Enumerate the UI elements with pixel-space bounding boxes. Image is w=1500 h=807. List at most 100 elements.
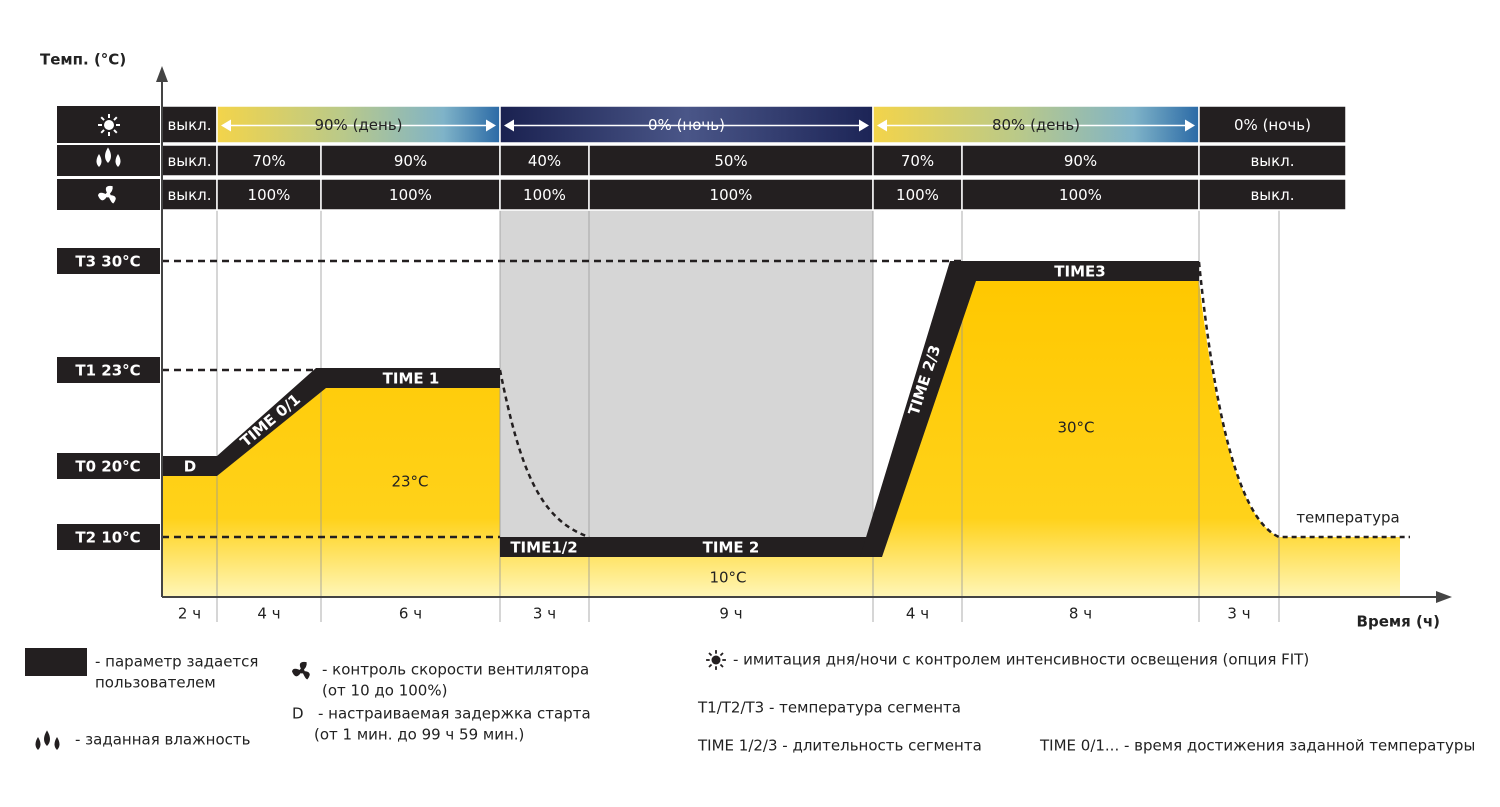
curve-label: температура — [1296, 509, 1399, 527]
table-value: выкл. — [1250, 152, 1294, 170]
table-value: 100% — [710, 186, 753, 204]
y-axis-label: Темп. (°C) — [40, 51, 126, 69]
table-cell — [320, 144, 501, 177]
table-cell — [499, 178, 590, 211]
table-value: выкл. — [167, 116, 211, 134]
ramp-band — [217, 368, 500, 476]
table-cell — [320, 178, 501, 211]
table-value: 100% — [523, 186, 566, 204]
table-value: 90% — [1064, 152, 1097, 170]
y-axis-arrow — [156, 66, 168, 82]
level-box — [57, 357, 160, 383]
table-value: выкл. — [167, 152, 211, 170]
duration-label: 9 ч — [719, 605, 742, 623]
level-box — [57, 524, 160, 550]
legend-text: - параметр задается — [95, 653, 258, 671]
legend-text: - заданная влажность — [75, 731, 250, 749]
fan-icon — [292, 668, 302, 677]
legend-text: TIME 0/1... - время достижения заданной … — [1039, 737, 1475, 755]
cooling-curve — [1197, 261, 1410, 539]
table-value: 100% — [248, 186, 291, 204]
sun-ray — [113, 116, 118, 121]
table-cell — [161, 178, 218, 211]
table-value: 90% — [394, 152, 427, 170]
table-value: 0% (ночь) — [1234, 116, 1311, 134]
level-label: T3 30°C — [75, 253, 140, 271]
table-value: 100% — [389, 186, 432, 204]
table-cell — [872, 178, 963, 211]
level-label: T0 20°C — [75, 458, 140, 476]
level-box — [57, 453, 160, 479]
duration-label: 3 ч — [533, 605, 556, 623]
drop-icon — [54, 737, 60, 750]
ramp-band — [860, 261, 1199, 557]
level-box — [57, 248, 160, 274]
table-cell — [499, 105, 874, 144]
table-value: 100% — [896, 186, 939, 204]
delay-band — [162, 456, 217, 476]
level-label: T1 23°C — [75, 362, 140, 380]
sun-ray — [100, 116, 105, 121]
table-value: выкл. — [167, 186, 211, 204]
sun-ray — [708, 652, 713, 657]
x-axis-arrow — [1436, 591, 1452, 603]
duration-label: 3 ч — [1227, 605, 1250, 623]
fan-icon — [98, 192, 108, 201]
legend-text: T1/T2/T3 - температура сегмента — [697, 699, 961, 717]
legend-swatch — [25, 648, 87, 676]
table-cell — [216, 178, 322, 211]
table-cell — [161, 105, 218, 144]
sun-icon — [104, 120, 114, 130]
fan-hub — [105, 192, 111, 198]
night-zone — [500, 210, 873, 537]
duration-label: 8 ч — [1069, 605, 1092, 623]
table-value: 50% — [714, 152, 747, 170]
table-value: 70% — [901, 152, 934, 170]
legend-text: - имитация дня/ночи с контролем интенсив… — [733, 651, 1309, 669]
legend-text: (от 10 до 100%) — [322, 682, 447, 700]
table-cell — [1198, 105, 1347, 144]
sun-ray — [719, 663, 724, 668]
fan-icon — [108, 195, 116, 204]
segment-temperature: 10°C — [709, 569, 746, 587]
table-cell — [1198, 144, 1347, 177]
drop-icon — [105, 147, 111, 163]
drop-icon — [96, 154, 102, 167]
segment-label: TIME1/2 — [510, 539, 577, 557]
level-label: T2 10°C — [75, 529, 140, 547]
table-value: 90% (день) — [314, 116, 402, 134]
duration-label: 2 ч — [178, 605, 201, 623]
duration-label: 4 ч — [906, 605, 929, 623]
legend-text: - контроль скорости вентилятора — [322, 661, 589, 679]
segment-label: TIME3 — [1054, 263, 1105, 281]
drop-icon — [115, 154, 121, 167]
legend-text: - настраиваемая задержка старта — [318, 705, 591, 723]
hold-band — [500, 537, 873, 557]
sun-icon — [711, 655, 721, 665]
temperature-area — [162, 281, 1400, 597]
table-cell — [588, 144, 874, 177]
segment-temperature: 23°C — [391, 473, 428, 491]
table-value: 100% — [1059, 186, 1102, 204]
table-cell — [216, 105, 501, 144]
cooling-curve — [498, 369, 590, 539]
sun-ray — [113, 129, 118, 134]
duration-label: 4 ч — [257, 605, 280, 623]
x-axis-label: Время (ч) — [1357, 613, 1440, 631]
fan-hub — [299, 668, 305, 674]
legend-text: пользователем — [95, 674, 216, 692]
sun-ray — [719, 652, 724, 657]
table-value: 70% — [252, 152, 285, 170]
table-value: 80% (день) — [992, 116, 1080, 134]
table-cell — [1198, 178, 1347, 211]
table-value: 40% — [528, 152, 561, 170]
segment-temperature: 30°C — [1057, 419, 1094, 437]
segment-label: TIME 2 — [703, 539, 760, 557]
drop-icon — [35, 737, 41, 750]
segment-label: TIME 1 — [383, 370, 440, 388]
table-value: 0% (ночь) — [648, 116, 725, 134]
dynamic-layer: выкл. 90% (день) 0% (ночь) 80% (день) 0% (но… — [25, 51, 1475, 755]
